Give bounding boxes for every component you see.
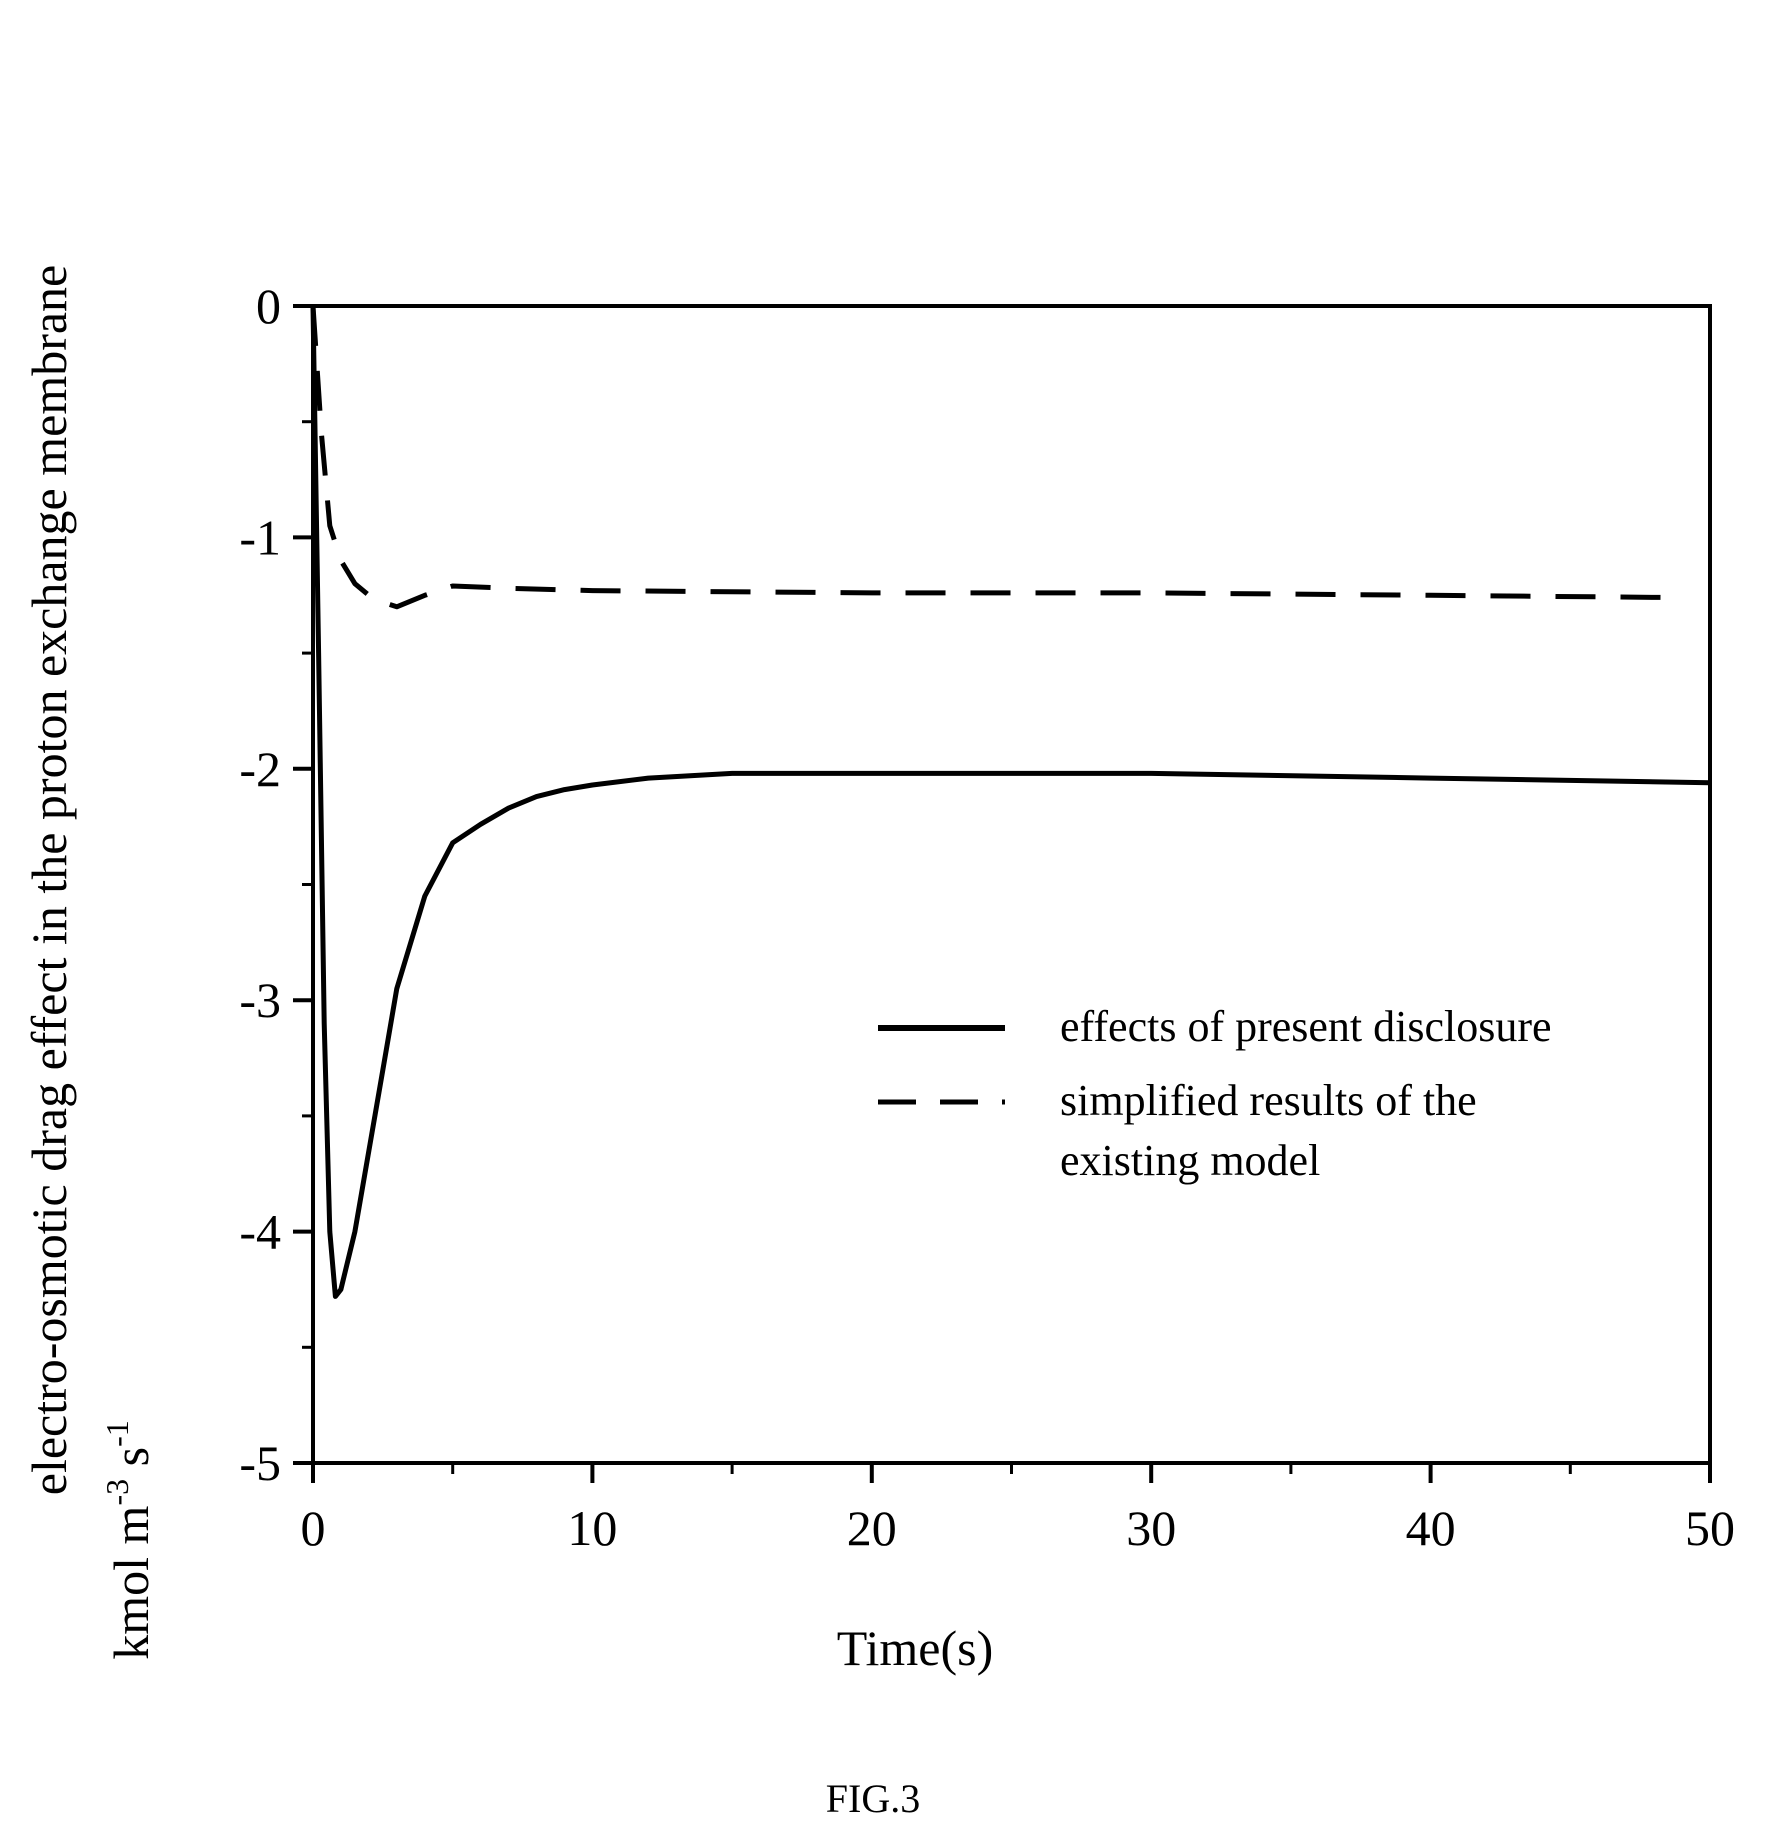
y-unit-exp2: -1 <box>99 1420 135 1447</box>
y-tick-label: -2 <box>239 741 281 797</box>
figure-caption: FIG.3 <box>826 1776 920 1821</box>
series-present-disclosure-line <box>310 305 1711 1299</box>
x-tick-label: 50 <box>1685 1500 1735 1556</box>
x-tick-label: 10 <box>567 1500 617 1556</box>
y-tick-label: -1 <box>239 509 281 565</box>
legend-label-present: effects of present disclosure <box>1060 1002 1552 1051</box>
y-axis-title-line1: electro-osmotic drag effect in the proto… <box>21 265 77 1496</box>
x-tick-label: 0 <box>301 1500 326 1556</box>
x-tick-label: 40 <box>1406 1500 1456 1556</box>
x-tick-label: 30 <box>1126 1500 1176 1556</box>
y-tick-label: -5 <box>239 1435 281 1491</box>
y-tick-label: -3 <box>239 972 281 1028</box>
axis-tick-labels: 0 10 20 30 40 50 0 -1 -2 -3 -4 -5 <box>239 278 1735 1556</box>
legend: effects of present disclosure simplified… <box>878 1002 1552 1185</box>
y-axis-title-units: kmol m-3 s-1 <box>99 1420 159 1659</box>
series-lines <box>310 305 1711 1299</box>
legend-label-existing-line1: simplified results of the <box>1060 1076 1477 1125</box>
y-unit-mid: s <box>103 1447 159 1479</box>
y-tick-label: 0 <box>256 278 281 334</box>
y-tick-label: -4 <box>239 1204 281 1260</box>
series-existing-model-line <box>310 305 1683 610</box>
x-axis-title: Time(s) <box>837 1620 994 1676</box>
x-tick-label: 20 <box>847 1500 897 1556</box>
legend-label-existing-line2: existing model <box>1060 1136 1320 1185</box>
axis-ticks <box>293 304 1712 1483</box>
y-unit-exp1: -3 <box>99 1479 135 1506</box>
plot-frame <box>311 304 1712 1465</box>
y-unit-prefix: kmol m <box>103 1505 159 1659</box>
